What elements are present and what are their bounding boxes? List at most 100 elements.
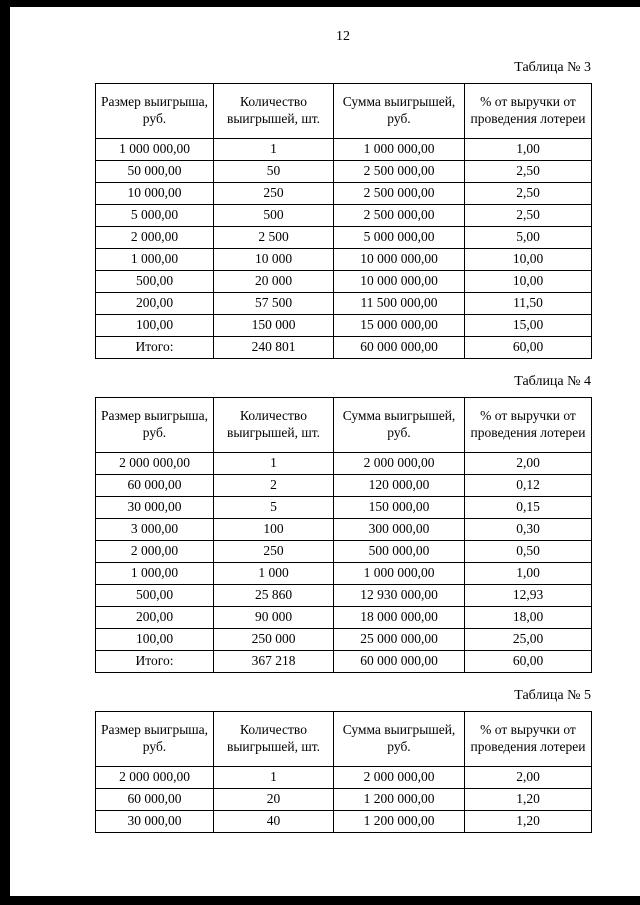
table-cell: 18 000 000,00	[333, 606, 465, 629]
table-cell: 10 000 000,00	[333, 270, 465, 293]
table-cell: 1 000 000,00	[333, 138, 465, 161]
table-cell: 200,00	[95, 606, 214, 629]
column-header: % от выручки от проведения лотереи	[464, 397, 592, 453]
table-5-label: Таблица № 5	[514, 688, 591, 703]
table-cell: 5	[213, 496, 334, 519]
column-header: Количество выигрышей, шт.	[213, 83, 334, 139]
table-cell: 0,12	[464, 474, 592, 497]
table-cell: 1	[213, 452, 334, 475]
table-cell: 100,00	[95, 314, 214, 337]
table-cell: 3 000,00	[95, 518, 214, 541]
table-cell: 1,20	[464, 810, 592, 833]
table-cell: 25,00	[464, 628, 592, 651]
table-row: 30 000,00 5 150 000,00 0,15	[95, 496, 592, 519]
table-row: 3 000,00 100 300 000,00 0,30	[95, 518, 592, 541]
table-row: Итого: 367 218 60 000 000,00 60,00	[95, 650, 592, 673]
table-cell: 50 000,00	[95, 160, 214, 183]
table-cell: 20	[213, 788, 334, 811]
table-cell: 2 500	[213, 226, 334, 249]
table-row: 2 000,00 250 500 000,00 0,50	[95, 540, 592, 563]
table-cell: 300 000,00	[333, 518, 465, 541]
table-cell: 1 000 000,00	[95, 138, 214, 161]
table-cell: 1 200 000,00	[333, 788, 465, 811]
table-4-label: Таблица № 4	[514, 374, 591, 389]
table-cell: 1	[213, 138, 334, 161]
table-cell: 500 000,00	[333, 540, 465, 563]
table-cell: 60 000,00	[95, 788, 214, 811]
table-row: 500,00 25 860 12 930 000,00 12,93	[95, 584, 592, 607]
table-cell: Итого:	[95, 650, 214, 673]
table-cell: 0,30	[464, 518, 592, 541]
table-cell: 60,00	[464, 650, 592, 673]
table-cell: 11 500 000,00	[333, 292, 465, 315]
table-row: 200,00 90 000 18 000 000,00 18,00	[95, 606, 592, 629]
table-cell: 2,50	[464, 204, 592, 227]
table-cell: 18,00	[464, 606, 592, 629]
column-header: Размер выигрыша, руб.	[95, 711, 214, 767]
table-cell: 2 500 000,00	[333, 204, 465, 227]
table-cell: 2 000 000,00	[333, 766, 465, 789]
table-cell: 367 218	[213, 650, 334, 673]
table-cell: 1 000,00	[95, 248, 214, 271]
table-cell: 250 000	[213, 628, 334, 651]
table-cell: 60 000 000,00	[333, 650, 465, 673]
table-header-row: Размер выигрыша, руб. Количество выигрыше…	[95, 83, 592, 139]
table-cell: 12 930 000,00	[333, 584, 465, 607]
table-cell: 250	[213, 182, 334, 205]
table-cell: 2,50	[464, 160, 592, 183]
table-cell: 5,00	[464, 226, 592, 249]
table-3: Размер выигрыша, руб. Количество выигрыше…	[95, 83, 592, 359]
table-cell: 2 500 000,00	[333, 160, 465, 183]
table-row: 10 000,00 250 2 500 000,00 2,50	[95, 182, 592, 205]
column-header: % от выручки от проведения лотереи	[464, 711, 592, 767]
table-cell: 1	[213, 766, 334, 789]
table-row: Итого: 240 801 60 000 000,00 60,00	[95, 336, 592, 359]
table-row: 200,00 57 500 11 500 000,00 11,50	[95, 292, 592, 315]
table-cell: 12,93	[464, 584, 592, 607]
table-cell: 5 000 000,00	[333, 226, 465, 249]
table-cell: 2,00	[464, 766, 592, 789]
table-cell: 240 801	[213, 336, 334, 359]
table-cell: 500,00	[95, 270, 214, 293]
table-cell: 90 000	[213, 606, 334, 629]
column-header: Количество выигрышей, шт.	[213, 711, 334, 767]
page-number: 12	[336, 29, 350, 44]
table-cell: 100,00	[95, 628, 214, 651]
table-cell: 20 000	[213, 270, 334, 293]
table-header-row: Размер выигрыша, руб. Количество выигрыше…	[95, 711, 592, 767]
table-cell: 5 000,00	[95, 204, 214, 227]
table-cell: 2 000 000,00	[333, 452, 465, 475]
table-row: 30 000,00 40 1 200 000,00 1,20	[95, 810, 592, 833]
table-cell: 500	[213, 204, 334, 227]
table-row: 1 000 000,00 1 1 000 000,00 1,00	[95, 138, 592, 161]
table-cell: 10 000 000,00	[333, 248, 465, 271]
table-cell: 250	[213, 540, 334, 563]
table-cell: 120 000,00	[333, 474, 465, 497]
table-cell: 2,50	[464, 182, 592, 205]
table-cell: Итого:	[95, 336, 214, 359]
table-row: 60 000,00 20 1 200 000,00 1,20	[95, 788, 592, 811]
table-cell: 10,00	[464, 248, 592, 271]
column-header: Сумма выигрышей, руб.	[333, 83, 465, 139]
table-row: 1 000,00 10 000 10 000 000,00 10,00	[95, 248, 592, 271]
table-5: Размер выигрыша, руб. Количество выигрыше…	[95, 711, 592, 833]
table-cell: 150 000	[213, 314, 334, 337]
table-cell: 2 500 000,00	[333, 182, 465, 205]
table-cell: 2,00	[464, 452, 592, 475]
table-cell: 1,00	[464, 562, 592, 585]
table-3-label: Таблица № 3	[514, 60, 591, 75]
table-cell: 15 000 000,00	[333, 314, 465, 337]
table-cell: 1,20	[464, 788, 592, 811]
table-row: 60 000,00 2 120 000,00 0,12	[95, 474, 592, 497]
table-cell: 1 000	[213, 562, 334, 585]
table-cell: 0,50	[464, 540, 592, 563]
table-cell: 57 500	[213, 292, 334, 315]
table-row: 100,00 150 000 15 000 000,00 15,00	[95, 314, 592, 337]
column-header: Сумма выигрышей, руб.	[333, 711, 465, 767]
table-row: 5 000,00 500 2 500 000,00 2,50	[95, 204, 592, 227]
table-cell: 30 000,00	[95, 496, 214, 519]
table-cell: 2 000,00	[95, 226, 214, 249]
table-cell: 10 000,00	[95, 182, 214, 205]
table-cell: 1,00	[464, 138, 592, 161]
